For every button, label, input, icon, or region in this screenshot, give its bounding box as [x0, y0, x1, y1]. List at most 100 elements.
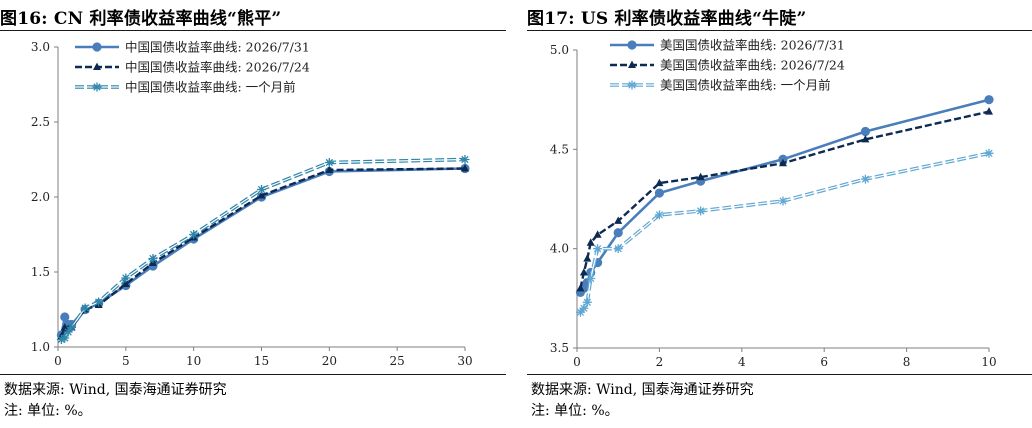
data-point [579, 268, 588, 276]
data-point [92, 82, 102, 92]
y-tick-label: 2.5 [31, 115, 50, 129]
x-tick-label: 10 [981, 355, 996, 369]
legend-item: 中国国债收益率曲线: 一个月前 [75, 80, 296, 95]
chart-title: 图16: CN 利率债收益率曲线“熊平” [0, 9, 282, 29]
unit-note: 注: 单位: %。 [531, 403, 619, 419]
data-point [461, 164, 469, 172]
data-point [696, 206, 706, 216]
source-line: 数据来源: Wind, 国泰海通证券研究 [531, 382, 754, 398]
data-point [654, 188, 664, 198]
series-line [60, 167, 466, 337]
data-point [627, 80, 637, 90]
legend-label: 中国国债收益率曲线: 2026/7/24 [125, 60, 310, 75]
x-tick-label: 20 [322, 354, 337, 368]
x-tick-label: 2 [656, 355, 664, 369]
data-point [324, 158, 334, 167]
data-point [627, 40, 637, 50]
data-point [655, 178, 664, 187]
data-point [654, 210, 664, 220]
data-point [860, 174, 870, 184]
legend-item: 中国国债收益率曲线: 2026/7/24 [75, 60, 310, 75]
data-point [613, 228, 623, 238]
y-tick-label: 3.0 [31, 40, 50, 54]
series-line [60, 157, 466, 342]
unit-note: 注: 单位: %。 [4, 403, 92, 419]
y-tick-label: 1.0 [31, 340, 50, 354]
footer-divider [0, 374, 506, 375]
series-2 [576, 107, 993, 292]
data-point [586, 238, 595, 246]
series-line [579, 98, 990, 294]
title-divider [527, 30, 1032, 31]
legend-item: 美国国债收益率曲线: 2026/7/31 [610, 38, 845, 53]
legend-label: 美国国债收益率曲线: 一个月前 [660, 78, 831, 93]
data-point [325, 165, 334, 173]
data-point [778, 196, 788, 206]
series-3 [56, 155, 470, 344]
x-tick-label: 25 [390, 354, 405, 368]
legend-label: 中国国债收益率曲线: 2026/7/31 [125, 40, 310, 55]
legend-item: 中国国债收益率曲线: 2026/7/31 [75, 40, 310, 55]
chart-title: 图17: US 利率债收益率曲线“牛陡” [527, 9, 807, 29]
data-point [576, 284, 585, 292]
x-tick-label: 5 [122, 354, 130, 368]
source-line: 数据来源: Wind, 国泰海通证券研究 [4, 382, 227, 398]
source-note: 数据来源: Wind, 国泰海通证券研究 注: 单位: %。 [4, 380, 227, 422]
data-point [579, 303, 589, 313]
data-point [63, 327, 73, 337]
x-tick-label: 30 [457, 354, 472, 368]
legend-label: 中国国债收益率曲线: 一个月前 [125, 80, 296, 95]
y-tick-label: 4.5 [550, 142, 569, 156]
y-tick-label: 4.0 [550, 242, 569, 256]
data-point [93, 62, 101, 70]
data-point [860, 126, 870, 137]
data-point [586, 273, 596, 283]
x-tick-label: 15 [254, 354, 269, 368]
source-note: 数据来源: Wind, 国泰海通证券研究 注: 单位: %。 [531, 380, 754, 422]
data-point [121, 273, 131, 283]
x-tick-label: 6 [820, 355, 828, 369]
data-point [985, 107, 993, 115]
series-line-inner [579, 152, 990, 313]
data-point [628, 60, 636, 68]
data-point [460, 155, 470, 164]
data-point [92, 42, 102, 52]
y-tick-label: 5.0 [550, 43, 569, 57]
series-3 [575, 148, 994, 317]
data-point [60, 312, 70, 322]
data-point [696, 172, 705, 181]
x-tick-label: 0 [54, 354, 62, 368]
data-point [593, 244, 603, 254]
data-point [984, 95, 994, 105]
data-point [94, 297, 104, 307]
data-point [148, 254, 158, 263]
title-divider [0, 30, 506, 31]
data-point [614, 216, 623, 224]
chart-panel-us: 图17: US 利率债收益率曲线“牛陡” 3.5 4.0 4.5 5.0 0 2 4 6 8 10… [527, 0, 1032, 428]
legend-label: 美国国债收益率曲线: 2026/7/31 [660, 38, 845, 53]
cn-yield-curve-chart: 1.0 1.5 2.0 2.5 3.0 0 5 10 15 20 25 30 中国国债收益率曲线: 20… [31, 40, 473, 369]
data-point [861, 135, 870, 143]
series-line [579, 151, 990, 314]
data-point [67, 323, 77, 332]
data-point [984, 148, 994, 158]
data-point [257, 191, 266, 199]
data-point [583, 254, 592, 262]
data-point [60, 333, 70, 343]
x-tick-label: 4 [738, 355, 746, 369]
y-tick-label: 3.5 [550, 341, 569, 355]
x-tick-label: 10 [186, 354, 201, 368]
chart-panel-cn: 图16: CN 利率债收益率曲线“熊平” 1.0 1.5 2.0 2.5 3.0 0 5 10… [0, 0, 506, 428]
data-point [189, 230, 199, 239]
y-tick-label: 1.5 [31, 265, 50, 279]
data-point [257, 185, 266, 194]
x-tick-label: 8 [903, 355, 911, 369]
us-yield-curve-chart: 3.5 4.0 4.5 5.0 0 2 4 6 8 10 美国国债收益率曲线: 2026/7/31 美… [550, 38, 997, 370]
y-tick-label: 2.0 [31, 190, 50, 204]
legend-item: 美国国债收益率曲线: 一个月前 [610, 78, 831, 93]
x-tick-label: 0 [573, 355, 581, 369]
data-point [593, 230, 602, 238]
series-line-inner [61, 158, 466, 341]
footer-divider [527, 374, 1032, 375]
data-point [779, 158, 787, 167]
